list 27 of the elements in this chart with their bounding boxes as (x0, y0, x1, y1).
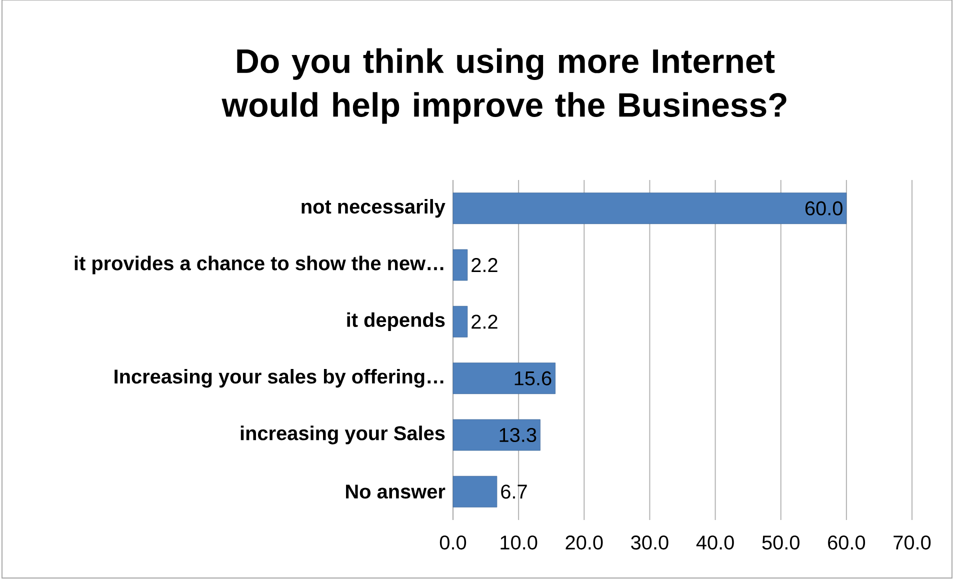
chart-title: Do you think using more Internet would help improve the Business? (222, 48, 786, 124)
x-tick-label: 30.0 (631, 536, 668, 550)
x-tick-label: 40.0 (696, 536, 734, 550)
y-tick-label: No answer (346, 484, 446, 499)
bar (452, 249, 468, 281)
bar (452, 419, 540, 451)
bar (452, 476, 498, 508)
data-label: 6.7 (501, 484, 527, 499)
x-tick-label: 50.0 (762, 536, 800, 550)
y-tick-label: increasing your Sales (240, 426, 445, 444)
bar (452, 362, 556, 394)
data-label: 15.6 (514, 371, 552, 386)
data-label: 2.2 (472, 258, 498, 272)
y-tick-label: it provides a chance to show the new… (74, 256, 444, 274)
x-tick-label: 20.0 (566, 536, 603, 550)
x-tick-label: 10.0 (500, 536, 538, 550)
bar (452, 192, 847, 224)
data-label: 13.3 (500, 428, 536, 442)
y-tick-label: not necessarily (302, 199, 446, 218)
y-tick-label: Increasing your sales by offering… (114, 368, 444, 388)
y-tick-label: it depends (347, 312, 445, 331)
data-label: 2.2 (472, 314, 498, 329)
x-tick-label: 70.0 (894, 536, 931, 550)
data-label: 60.0 (805, 201, 842, 216)
x-tick-label: 60.0 (828, 536, 866, 550)
x-tick-label: 0.0 (440, 536, 466, 550)
bar (452, 306, 468, 338)
